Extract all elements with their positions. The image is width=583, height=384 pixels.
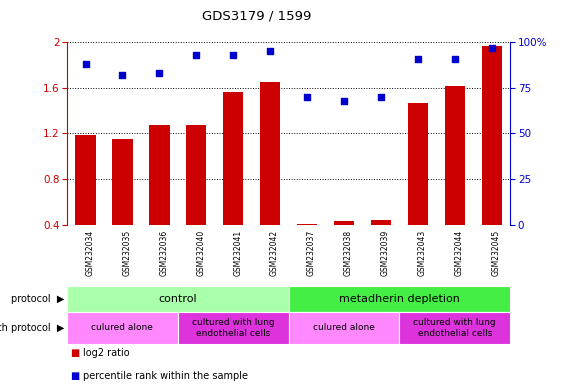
Point (376, 94, 385, 100)
Text: GSM232045: GSM232045 (491, 230, 501, 276)
Text: GSM232037: GSM232037 (307, 230, 316, 276)
Text: GSM232041: GSM232041 (233, 230, 242, 276)
Bar (482, 46, 502, 270)
Point (229, 52, 238, 58)
Bar (113, 139, 132, 270)
Text: GSM232043: GSM232043 (418, 230, 427, 276)
Text: GSM232039: GSM232039 (381, 230, 390, 276)
Point (192, 52, 201, 58)
Bar (75, 134, 96, 270)
Text: GDS3179 / 1599: GDS3179 / 1599 (202, 10, 311, 23)
Text: percentile rank within the sample: percentile rank within the sample (83, 371, 248, 381)
Bar (186, 126, 206, 270)
Text: cultured with lung
endothelial cells: cultured with lung endothelial cells (413, 318, 496, 338)
Text: GSM232036: GSM232036 (159, 230, 168, 276)
Bar (223, 93, 243, 270)
Text: ■: ■ (70, 371, 79, 381)
Point (265, 48, 275, 55)
Bar (289, 312, 399, 344)
Text: culured alone: culured alone (92, 323, 153, 333)
Text: GSM232038: GSM232038 (344, 230, 353, 276)
Bar (178, 312, 289, 344)
Bar (260, 82, 280, 270)
Bar (445, 86, 465, 270)
Point (487, 45, 496, 51)
Text: culured alone: culured alone (313, 323, 375, 333)
Bar (399, 312, 510, 344)
Text: GSM232035: GSM232035 (122, 230, 131, 276)
Text: control: control (159, 294, 197, 304)
Bar (67, 286, 289, 312)
Text: GSM232044: GSM232044 (455, 230, 463, 276)
Bar (149, 126, 170, 270)
Point (81, 61, 90, 67)
Text: protocol  ▶: protocol ▶ (10, 294, 64, 304)
Bar (67, 312, 178, 344)
Point (450, 56, 459, 62)
Bar (289, 286, 510, 312)
Point (154, 70, 164, 76)
Point (303, 94, 312, 100)
Text: GSM232042: GSM232042 (270, 230, 279, 276)
Bar (408, 103, 428, 270)
Text: GSM232034: GSM232034 (86, 230, 94, 276)
Bar (297, 223, 317, 270)
Point (339, 98, 349, 104)
Bar (334, 221, 354, 270)
Text: metadherin depletion: metadherin depletion (339, 294, 460, 304)
Text: log2 ratio: log2 ratio (83, 348, 129, 358)
Bar (371, 220, 391, 270)
Text: growth protocol  ▶: growth protocol ▶ (0, 323, 64, 333)
Text: cultured with lung
endothelial cells: cultured with lung endothelial cells (192, 318, 275, 338)
Point (118, 72, 127, 78)
Text: GSM232040: GSM232040 (196, 230, 205, 276)
Point (413, 56, 423, 62)
Text: ■: ■ (70, 348, 79, 358)
